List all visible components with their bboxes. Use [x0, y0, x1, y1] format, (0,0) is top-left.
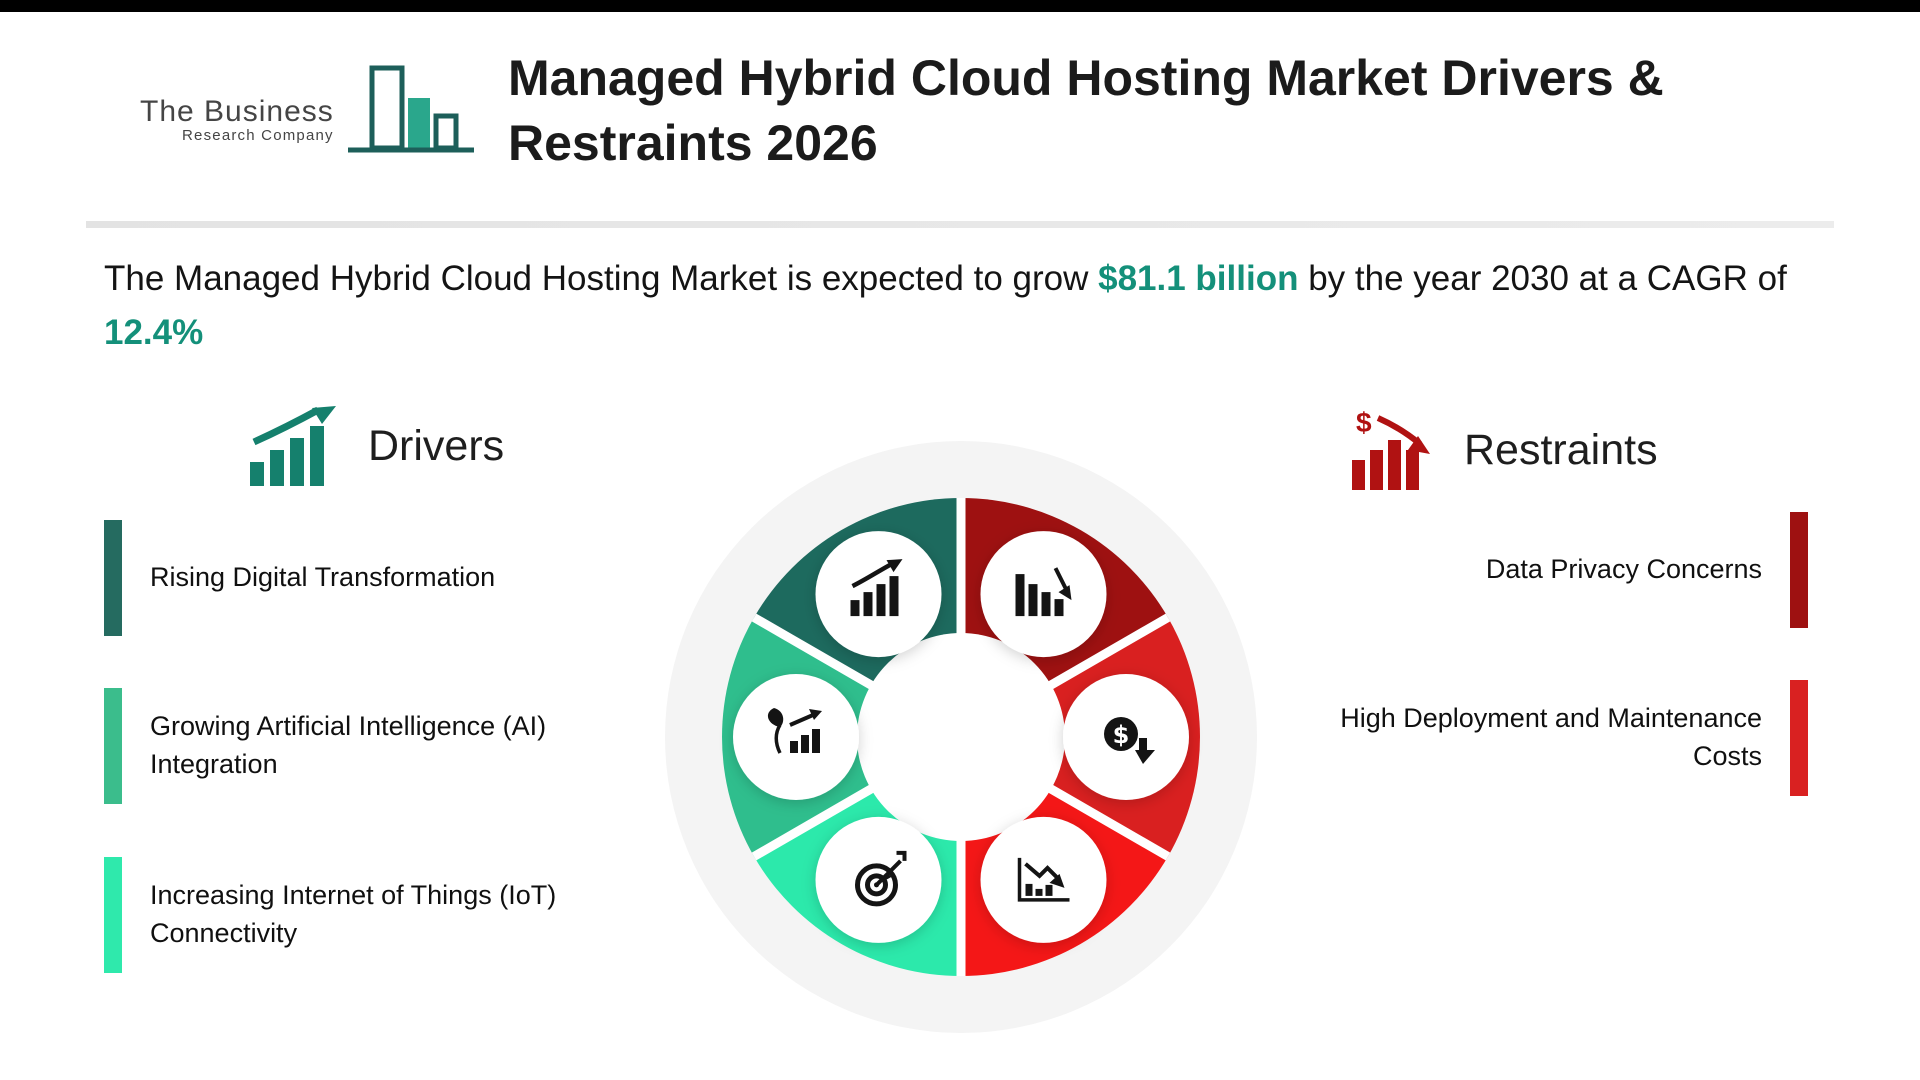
driver-bar — [104, 688, 122, 804]
restraint-label: High Deployment and Maintenance Costs — [1340, 703, 1762, 771]
restraints-heading: Restraints — [1464, 425, 1658, 474]
restraint-item: High Deployment and Maintenance Costs — [1284, 680, 1808, 796]
badge-bottom-left — [815, 816, 942, 943]
badge-bottom-right — [980, 816, 1107, 943]
dollar-glyph: $ — [1356, 408, 1372, 438]
page-title-line2: Restraints 2026 — [508, 115, 878, 171]
driver-item: Increasing Internet of Things (IoT) Conn… — [104, 857, 620, 973]
intro-text-middle: by the year 2030 at a CAGR of — [1298, 259, 1787, 298]
driver-label: Rising Digital Transformation — [150, 562, 496, 593]
page-title-line1: Managed Hybrid Cloud Hosting Market Driv… — [508, 50, 1664, 106]
drivers-section-head: Drivers — [248, 402, 504, 490]
target-icon — [855, 850, 907, 907]
growth-chart-icon — [850, 559, 903, 617]
drivers-heading: Drivers — [368, 421, 505, 470]
dollar-glyph: $ — [1113, 721, 1130, 749]
page-title: Managed Hybrid Cloud Hosting Market Driv… — [508, 46, 1828, 176]
restraint-label: Data Privacy Concerns — [1485, 554, 1762, 585]
logo-text-line2: Research Company — [182, 127, 334, 144]
restraints-cost-icon: $ — [1352, 408, 1430, 490]
logo-text-line1: The Business — [140, 94, 334, 128]
wheel-center-circle — [857, 633, 1065, 841]
intro-text: The Managed Hybrid Cloud Hosting Market … — [104, 252, 1844, 361]
logo-text: The Business Research Company — [140, 94, 334, 159]
company-logo: The Business Research Company — [140, 62, 476, 158]
driver-label: Growing Artificial Intelligence (AI) Int… — [150, 711, 547, 779]
header-divider — [86, 221, 1834, 228]
driver-item: Rising Digital Transformation — [104, 520, 495, 636]
restraint-item: Data Privacy Concerns — [1486, 512, 1808, 628]
declining-line-chart-icon — [1017, 857, 1070, 902]
drivers-growth-icon — [250, 406, 336, 486]
driver-bar — [104, 520, 122, 636]
top-black-bar — [0, 0, 1920, 12]
cagr-value: 12.4% — [104, 313, 204, 353]
intro-text-before: The Managed Hybrid Cloud Hosting Market … — [104, 259, 1099, 298]
restraint-bar — [1790, 680, 1808, 796]
driver-label: Increasing Internet of Things (IoT) Conn… — [150, 880, 557, 948]
dollar-decrease-icon: $ — [1104, 717, 1155, 764]
driver-item: Growing Artificial Intelligence (AI) Int… — [104, 688, 620, 804]
badge-left — [733, 674, 859, 800]
growth-value: $81.1 billion — [1098, 259, 1299, 298]
declining-bars-icon — [1015, 567, 1072, 617]
drivers-restraints-wheel: $ — [665, 441, 1257, 1033]
restraint-bar — [1790, 512, 1808, 628]
restraints-section-head: $ Restraints — [1348, 406, 1658, 494]
sprout-growth-icon — [767, 708, 822, 754]
logo-bars-icon — [347, 65, 474, 153]
driver-bar — [104, 857, 122, 973]
